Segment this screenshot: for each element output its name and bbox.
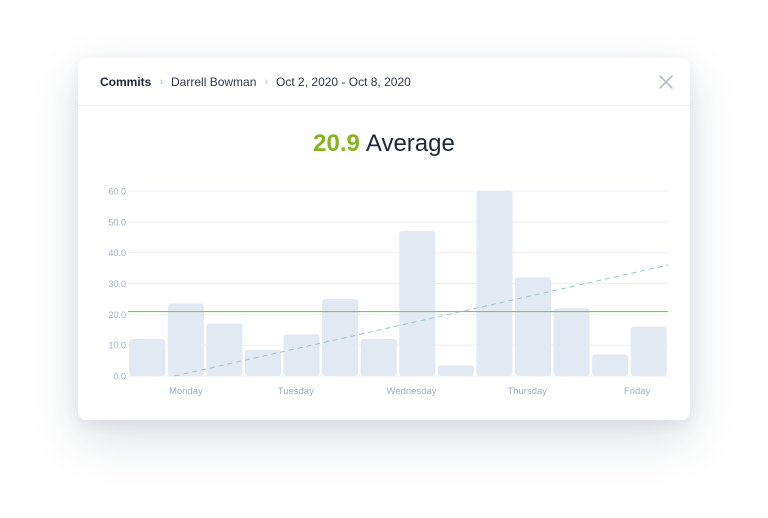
x-tick-label: Wednesday <box>387 386 437 397</box>
bar <box>129 339 166 376</box>
bar <box>437 365 474 376</box>
bar <box>399 231 436 376</box>
chevron-right-icon: › <box>264 75 269 88</box>
bar <box>283 334 320 376</box>
y-tick-label: 50.0 <box>108 217 126 227</box>
bar <box>553 308 590 376</box>
bar <box>630 326 667 376</box>
y-tick-label: 10.0 <box>108 341 126 351</box>
breadcrumb-commits[interactable]: Commits <box>100 74 152 89</box>
chevron-right-icon: › <box>159 75 164 88</box>
trend-line <box>174 264 669 377</box>
x-tick-label: Tuesday <box>278 386 314 397</box>
commits-bar-chart: 0.0 10.0 20.0 30.0 40.0 50.0 60.0 Monday Tuesday… <box>108 187 669 397</box>
x-tick-label: Monday <box>169 386 203 397</box>
y-tick-label: 30.0 <box>108 279 126 289</box>
average-label: Average <box>365 130 455 157</box>
average-value: 20.9 <box>313 130 360 157</box>
bar <box>167 303 204 376</box>
y-tick-label: 60.0 <box>108 187 126 197</box>
y-tick-label: 40.0 <box>108 248 126 258</box>
bar <box>322 298 359 376</box>
breadcrumb-date-range: Oct 2, 2020 - Oct 8, 2020 <box>276 74 411 89</box>
bar <box>360 339 397 376</box>
commits-card: Commits › Darrell Bowman › Oct 2, 2020 -… <box>78 58 690 420</box>
bar <box>244 349 282 376</box>
average-headline: 20.9 Average <box>78 130 690 158</box>
breadcrumb-person[interactable]: Darrell Bowman <box>171 74 257 89</box>
bar <box>206 323 243 376</box>
bar <box>476 191 513 376</box>
x-tick-label: Friday <box>624 386 651 397</box>
y-tick-label: 20.0 <box>108 310 126 320</box>
close-icon[interactable] <box>656 72 676 92</box>
x-tick-label: Thursday <box>507 386 547 397</box>
breadcrumb: Commits › Darrell Bowman › Oct 2, 2020 -… <box>78 58 690 106</box>
bar <box>592 354 629 376</box>
y-tick-label: 0.0 <box>113 372 126 382</box>
bar <box>514 277 552 376</box>
